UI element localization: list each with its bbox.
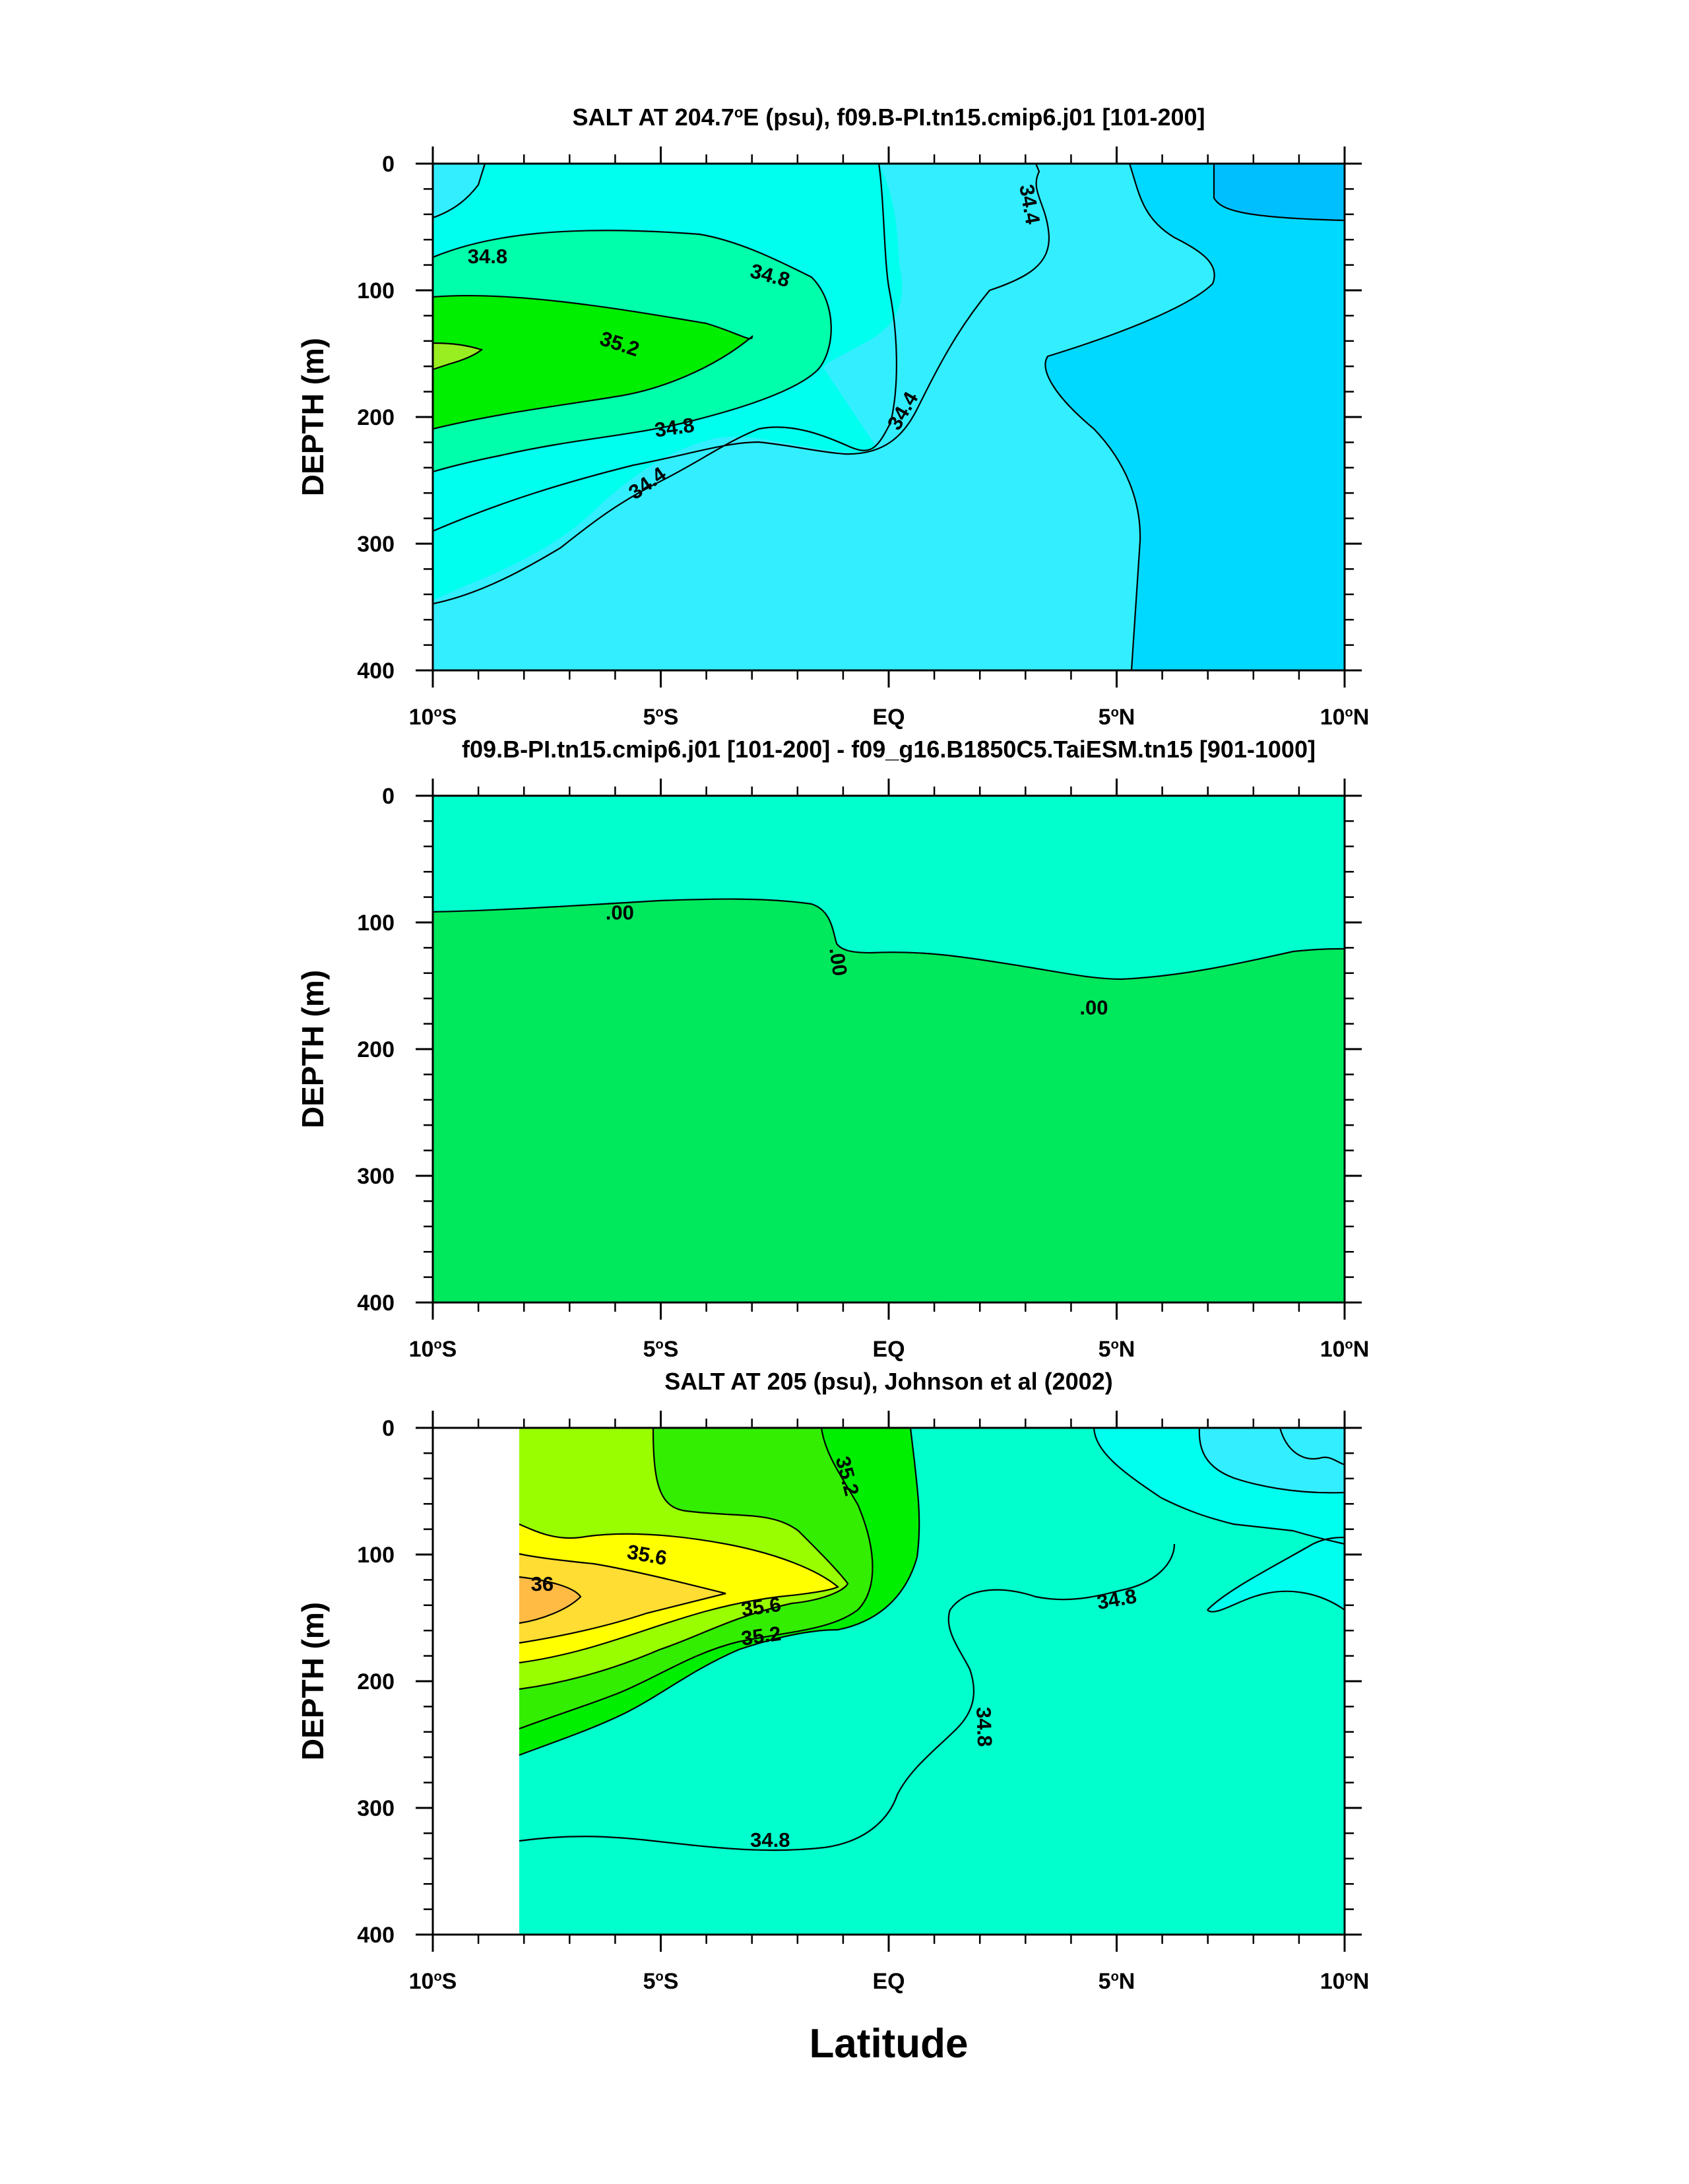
x-tick-label: 5oS — [643, 1969, 679, 1994]
contour-label: 34.8 — [750, 1828, 790, 1851]
x-tick-label: 10oN — [1320, 705, 1370, 730]
panel-2-contour-labels: .00 .00 .00 — [606, 901, 1108, 1019]
contour-label: .00 — [825, 946, 852, 978]
fill-negative — [433, 899, 1345, 1302]
y-tick-label: 300 — [357, 1796, 395, 1821]
y-tick-label: 300 — [357, 532, 395, 557]
fill-35.0-35.2 — [433, 296, 752, 429]
y-tick-label: 0 — [382, 784, 395, 809]
x-tick-label: 10oS — [409, 705, 457, 730]
fill-35.8 — [519, 1554, 726, 1643]
y-tick-label: 100 — [357, 1543, 395, 1568]
y-tick-label: 400 — [357, 1291, 395, 1316]
contour-label: 36 — [531, 1572, 554, 1595]
x-tick-label: 10oS — [409, 1337, 457, 1362]
panel-3-ticks: 10oS 5oS EQ 5oN 10oN 0 100 200 300 400 — [357, 1411, 1369, 1994]
x-tick-label: 5oN — [1099, 705, 1135, 730]
x-tick-label: 5oS — [643, 1337, 679, 1362]
figure-xlabel: Latitude — [809, 2021, 968, 2067]
panel-2-fill — [433, 796, 1345, 1302]
contour-label: 34.8 — [468, 245, 507, 268]
contour-label: 35.2 — [740, 1622, 782, 1650]
panel-1-ylabel: DEPTH (m) — [296, 338, 330, 496]
panel-3-contours — [519, 1428, 1345, 1851]
x-tick-label: 10oS — [409, 1969, 457, 1994]
panel-1-title: SALT AT 204.7oE (psu), f09.B-PI.tn15.cmi… — [572, 104, 1205, 131]
panel-2-ylabel: DEPTH (m) — [296, 970, 330, 1128]
x-tick-label: 5oS — [643, 705, 679, 730]
x-tick-label: EQ — [872, 1337, 905, 1362]
x-tick-label: 10oN — [1320, 1969, 1370, 1994]
panel-1-contours — [433, 164, 1345, 670]
contour-label: 34.8 — [972, 1706, 996, 1747]
fill-35.2-35.4 — [433, 343, 482, 369]
panel-2-title: f09.B-PI.tn15.cmip6.j01 [101-200] - f09_… — [462, 736, 1316, 763]
y-tick-label: 0 — [382, 1416, 395, 1441]
y-tick-label: 200 — [357, 1669, 395, 1694]
y-tick-label: 100 — [357, 911, 395, 936]
panel-3-ylabel: DEPTH (m) — [296, 1602, 330, 1760]
contour-label: .00 — [1079, 996, 1108, 1019]
contour-label: .00 — [606, 901, 634, 924]
x-tick-label: 10oN — [1320, 1337, 1370, 1362]
fill-freshest-ne — [1214, 164, 1345, 220]
y-tick-label: 400 — [357, 1923, 395, 1948]
fill-34.6-wedge — [1207, 1537, 1345, 1612]
fill-fresh-east — [1045, 164, 1345, 670]
y-tick-label: 200 — [357, 405, 395, 430]
y-tick-label: 0 — [382, 152, 395, 177]
panel-2-contours — [433, 898, 1345, 980]
y-tick-label: 300 — [357, 1164, 395, 1189]
fill-36.0 — [519, 1577, 581, 1623]
y-tick-label: 400 — [357, 658, 395, 684]
panel-2: f09.B-PI.tn15.cmip6.j01 [101-200] - f09_… — [296, 736, 1369, 1362]
panel-1-ticks: 10oS 5oS EQ 5oN 10oN 0 100 200 300 400 — [357, 146, 1369, 730]
fill-34.4-inner — [1306, 1428, 1345, 1468]
x-tick-label: 5oN — [1099, 1969, 1135, 1994]
x-tick-label: EQ — [872, 705, 905, 730]
fill-34.4 — [1199, 1428, 1345, 1493]
y-tick-label: 200 — [357, 1037, 395, 1062]
contour-label: 35.6 — [740, 1593, 782, 1621]
panel-3-title: SALT AT 205 (psu), Johnson et al (2002) — [664, 1368, 1112, 1395]
panel-2-ticks: 10oS 5oS EQ 5oN 10oN 0 100 200 300 400 — [357, 779, 1369, 1362]
panel-1: SALT AT 204.7oE (psu), f09.B-PI.tn15.cmi… — [296, 104, 1369, 730]
x-tick-label: EQ — [872, 1969, 905, 1994]
x-tick-label: 5oN — [1099, 1337, 1135, 1362]
contour-label: 34.8 — [653, 413, 696, 441]
y-tick-label: 100 — [357, 278, 395, 304]
panel-3: SALT AT 205 (psu), Johnson et al (2002) — [296, 1368, 1369, 1994]
